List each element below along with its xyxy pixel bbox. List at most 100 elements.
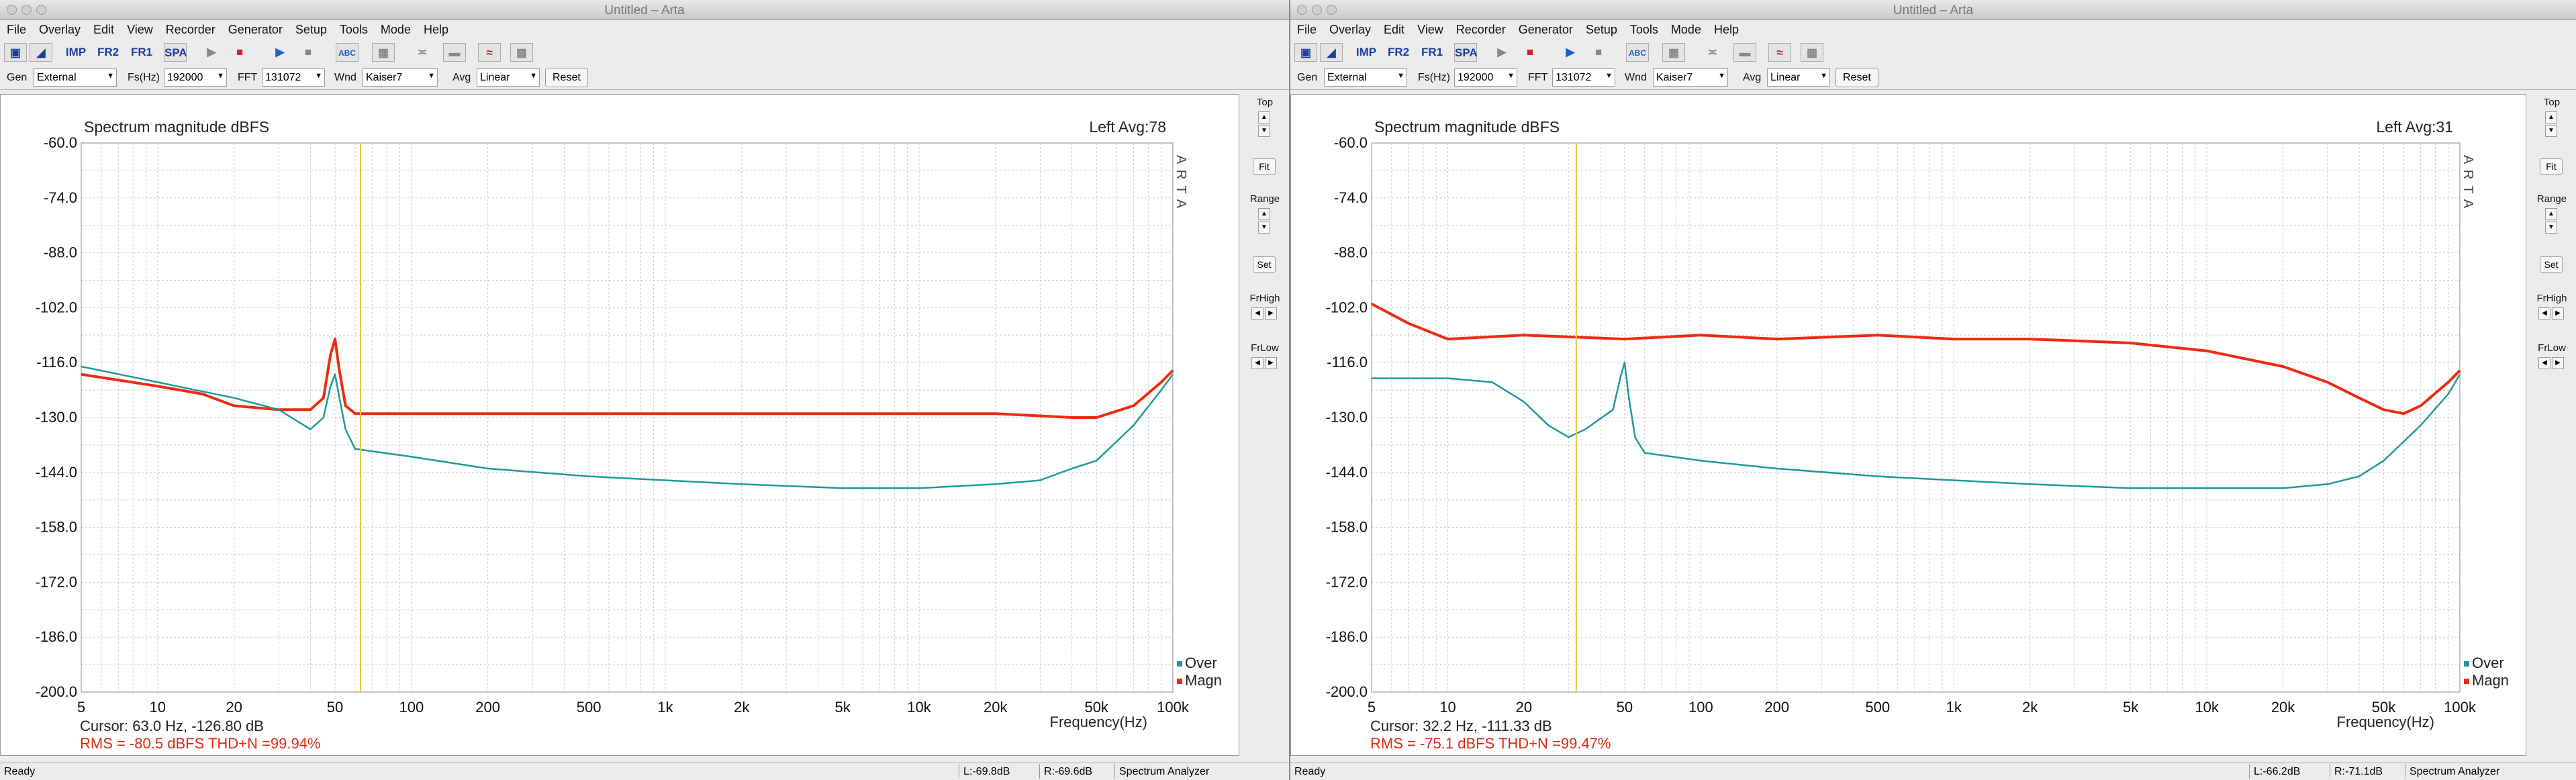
avg-select[interactable]: Linear ▼ [477, 68, 540, 87]
frlow-right-arrow-icon[interactable]: ▶ [2552, 357, 2564, 369]
menu-view[interactable]: View [1417, 23, 1443, 36]
series-point-over [1523, 401, 1525, 403]
menu-overlay[interactable]: Overlay [1329, 23, 1372, 36]
top-up-arrow-icon[interactable]: ▲ [2545, 111, 2557, 124]
cursor-tool-icon[interactable]: ◢ [1320, 43, 1343, 62]
menu-edit[interactable]: Edit [93, 23, 115, 36]
play-icon[interactable]: ▶ [1566, 46, 1575, 58]
calibrate-icon[interactable]: ABC [1626, 43, 1649, 62]
menu-tools[interactable]: Tools [1629, 23, 1658, 36]
frlow-left-arrow-icon[interactable]: ◀ [1251, 357, 1263, 369]
spa-mode-button[interactable]: SPA [1454, 43, 1478, 62]
fr2-mode-button[interactable]: FR2 [97, 46, 120, 58]
minimize-window-button[interactable] [21, 5, 32, 15]
play-icon[interactable]: ▶ [275, 46, 285, 58]
menu-view[interactable]: View [127, 23, 153, 36]
record-stop-icon[interactable]: ■ [236, 46, 244, 58]
frlow-right-arrow-icon[interactable]: ▶ [1265, 357, 1277, 369]
menu-generator[interactable]: Generator [228, 23, 283, 36]
fit-button[interactable]: Fit [1253, 158, 1276, 175]
menu-recorder[interactable]: Recorder [1456, 23, 1506, 36]
device-icon[interactable]: ▩ [510, 43, 533, 62]
device-icon[interactable]: ▩ [1801, 43, 1823, 62]
fs-select[interactable]: 192000 ▼ [1454, 68, 1517, 87]
zoom-window-button[interactable] [36, 5, 46, 15]
frhigh-right-arrow-icon[interactable]: ▶ [2552, 307, 2564, 320]
fft-select[interactable]: 131072 ▼ [262, 68, 325, 87]
menu-setup[interactable]: Setup [295, 23, 327, 36]
title-bar[interactable]: Untitled – Arta [1290, 0, 2576, 20]
grid-icon[interactable]: ▦ [372, 43, 395, 62]
open-file-icon[interactable]: ▣ [1294, 43, 1317, 62]
open-file-icon[interactable]: ▣ [4, 43, 27, 62]
frhigh-left-arrow-icon[interactable]: ◀ [2538, 307, 2550, 320]
set-button[interactable]: Set [2540, 256, 2563, 273]
grid-icon[interactable]: ▦ [1662, 43, 1685, 62]
overlay-icon[interactable]: ≈ [1768, 43, 1791, 62]
range-up-arrow-icon[interactable]: ▲ [2545, 208, 2557, 220]
fr1-mode-button[interactable]: FR1 [1421, 46, 1443, 58]
menu-setup[interactable]: Setup [1585, 23, 1617, 36]
link-icon[interactable]: ≍ [417, 46, 428, 58]
gen-select[interactable]: External ▼ [34, 68, 117, 87]
menu-recorder[interactable]: Recorder [165, 23, 216, 36]
bar-icon[interactable]: ▬ [443, 43, 466, 62]
wnd-select[interactable]: Kaiser7 ▼ [363, 68, 438, 87]
legend-swatch-over [2464, 661, 2469, 667]
top-up-arrow-icon[interactable]: ▲ [1258, 111, 1270, 124]
spectrum-plot[interactable]: -60.0 -74.0 -88.0 -102.0 -116.0 -130.0 -144.0 -… [1290, 94, 2526, 756]
range-down-arrow-icon[interactable]: ▼ [2545, 222, 2557, 234]
gen-select[interactable]: External ▼ [1324, 68, 1407, 87]
wnd-select[interactable]: Kaiser7 ▼ [1653, 68, 1728, 87]
record-stop-icon[interactable]: ■ [1526, 46, 1534, 58]
top-down-arrow-icon[interactable]: ▼ [1258, 125, 1270, 137]
spa-mode-button[interactable]: SPA [164, 43, 187, 62]
avg-select[interactable]: Linear ▼ [1767, 68, 1830, 87]
fr1-mode-button[interactable]: FR1 [130, 46, 153, 58]
stop-icon[interactable]: ■ [304, 46, 312, 58]
minimize-window-button[interactable] [1312, 5, 1322, 15]
bar-icon[interactable]: ▬ [1733, 43, 1756, 62]
calibrate-icon[interactable]: ABC [336, 43, 359, 62]
fr2-mode-button[interactable]: FR2 [1387, 46, 1410, 58]
reset-button[interactable]: Reset [545, 68, 588, 87]
title-bar[interactable]: Untitled – Arta [0, 0, 1289, 20]
menu-help[interactable]: Help [1713, 23, 1739, 36]
menu-edit[interactable]: Edit [1384, 23, 1405, 36]
imp-mode-button[interactable]: IMP [1355, 46, 1377, 58]
menu-help[interactable]: Help [423, 23, 448, 36]
frhigh-left-arrow-icon[interactable]: ◀ [1251, 307, 1263, 320]
overlay-icon[interactable]: ≈ [478, 43, 501, 62]
frlow-left-arrow-icon[interactable]: ◀ [2538, 357, 2550, 369]
range-down-arrow-icon[interactable]: ▼ [1258, 222, 1270, 234]
frhigh-right-arrow-icon[interactable]: ▶ [1265, 307, 1277, 320]
menu-generator[interactable]: Generator [1518, 23, 1573, 36]
menu-overlay[interactable]: Overlay [39, 23, 81, 36]
series-point-magn [842, 413, 843, 414]
fs-select[interactable]: 192000 ▼ [164, 68, 227, 87]
top-down-arrow-icon[interactable]: ▼ [2545, 125, 2557, 137]
zoom-window-button[interactable] [1327, 5, 1337, 15]
range-up-arrow-icon[interactable]: ▲ [1258, 208, 1270, 220]
spectrum-chart-svg[interactable]: -60.0 -74.0 -88.0 -102.0 -116.0 -130.0 -144.0 -… [1, 95, 1240, 757]
cursor-tool-icon[interactable]: ◢ [30, 43, 52, 62]
close-window-button[interactable] [1297, 5, 1307, 15]
close-window-button[interactable] [7, 5, 17, 15]
series-point-magn [201, 393, 203, 395]
menu-tools[interactable]: Tools [339, 23, 368, 36]
reset-button[interactable]: Reset [1835, 68, 1878, 87]
menu-file[interactable]: File [7, 23, 27, 36]
imp-mode-button[interactable]: IMP [65, 46, 87, 58]
fit-button[interactable]: Fit [2540, 158, 2563, 175]
menu-mode[interactable]: Mode [380, 23, 411, 36]
play-gray-icon[interactable]: ▶ [207, 46, 216, 58]
spectrum-chart-svg[interactable]: -60.0 -74.0 -88.0 -102.0 -116.0 -130.0 -144.0 -… [1291, 95, 2527, 757]
play-gray-icon[interactable]: ▶ [1497, 46, 1507, 58]
fft-select[interactable]: 131072 ▼ [1552, 68, 1615, 87]
menu-mode[interactable]: Mode [1670, 23, 1701, 36]
spectrum-plot[interactable]: -60.0 -74.0 -88.0 -102.0 -116.0 -130.0 -144.0 -… [0, 94, 1239, 756]
menu-file[interactable]: File [1297, 23, 1317, 36]
set-button[interactable]: Set [1253, 256, 1276, 273]
stop-icon[interactable]: ■ [1594, 46, 1603, 58]
link-icon[interactable]: ≍ [1707, 46, 1718, 58]
